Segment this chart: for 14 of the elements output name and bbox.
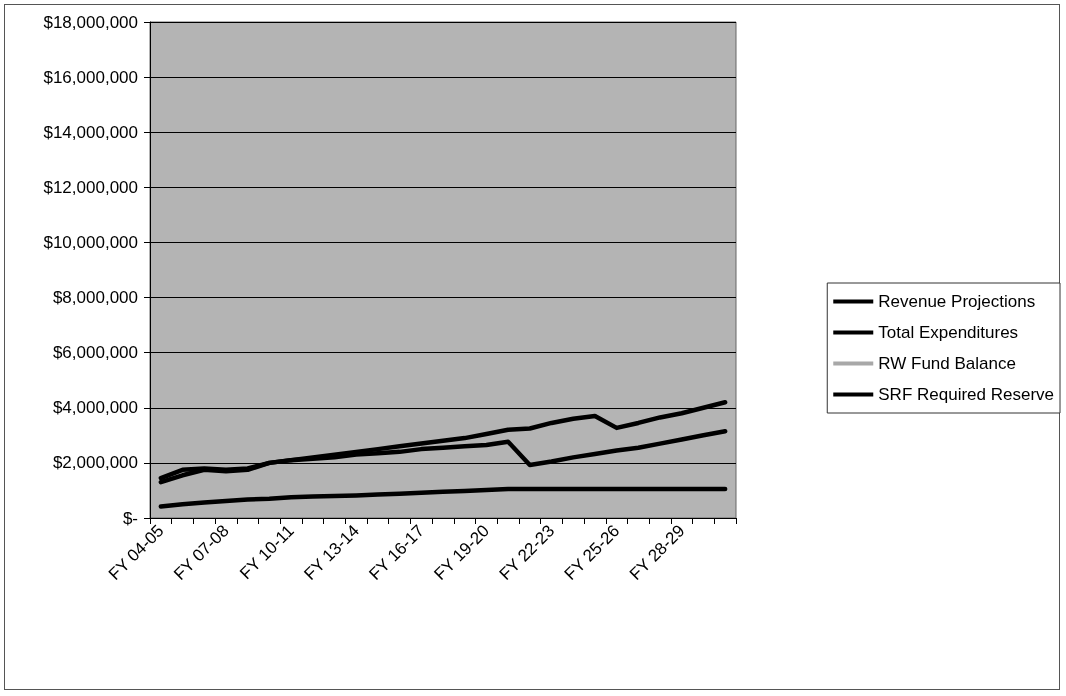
y-tick-label: $8,000,000 <box>52 288 138 308</box>
y-tick-label: $6,000,000 <box>52 343 138 363</box>
y-tick-label: $4,000,000 <box>52 398 138 418</box>
y-tick-label: $14,000,000 <box>43 122 138 142</box>
legend-label: Revenue Projections <box>878 292 1036 311</box>
y-tick-label: $16,000,000 <box>43 67 138 87</box>
y-tick-label: $10,000,000 <box>43 232 138 252</box>
y-tick-label: $12,000,000 <box>43 177 138 197</box>
y-tick-label: $- <box>122 508 138 528</box>
legend-label: RW Fund Balance <box>878 354 1016 373</box>
y-tick-label: $18,000,000 <box>43 12 138 32</box>
y-tick-label: $2,000,000 <box>52 453 138 473</box>
legend-label: Total Expenditures <box>878 323 1019 342</box>
legend-label: SRF Required Reserve <box>878 385 1055 404</box>
